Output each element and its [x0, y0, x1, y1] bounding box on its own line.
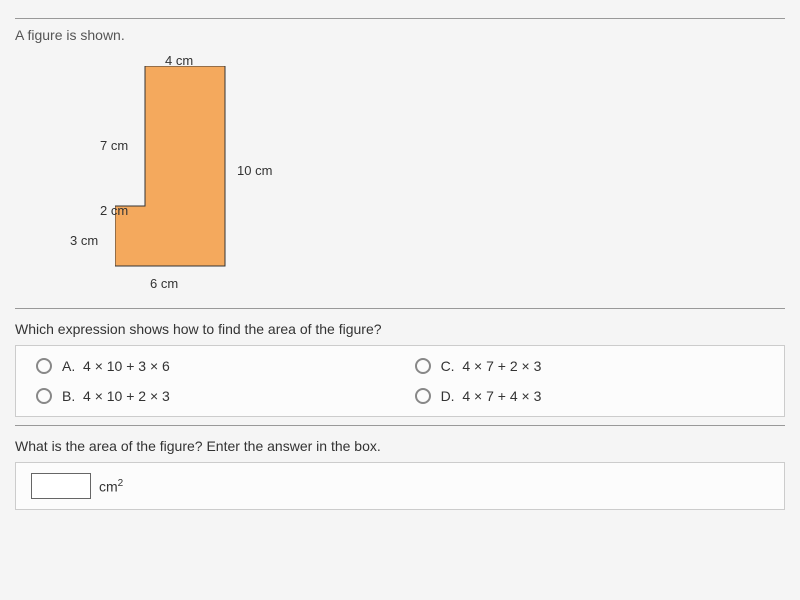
radio-icon	[415, 388, 431, 404]
dim-notch: 3 cm	[70, 233, 98, 248]
radio-icon	[36, 358, 52, 374]
option-c[interactable]: C. 4 × 7 + 2 × 3	[415, 358, 764, 374]
radio-icon	[415, 358, 431, 374]
dim-right: 10 cm	[237, 163, 272, 178]
option-d-label: D. 4 × 7 + 4 × 3	[441, 388, 542, 404]
dim-bottom: 6 cm	[150, 276, 178, 291]
composite-polygon	[115, 66, 235, 276]
answer-container: cm2	[15, 462, 785, 510]
prompt-text: A figure is shown.	[15, 27, 785, 43]
option-d[interactable]: D. 4 × 7 + 4 × 3	[415, 388, 764, 404]
option-a-label: A. 4 × 10 + 3 × 6	[62, 358, 170, 374]
option-c-label: C. 4 × 7 + 2 × 3	[441, 358, 542, 374]
question-area: What is the area of the figure? Enter th…	[15, 438, 785, 454]
figure-diagram: 4 cm 7 cm 2 cm 10 cm 3 cm 6 cm	[45, 48, 305, 298]
question-expression: Which expression shows how to find the a…	[15, 321, 785, 337]
dim-left-upper: 7 cm	[100, 138, 128, 153]
option-b-label: B. 4 × 10 + 2 × 3	[62, 388, 170, 404]
options-container: A. 4 × 10 + 3 × 6 B. 4 × 10 + 2 × 3 C. 4…	[15, 345, 785, 417]
area-input[interactable]	[31, 473, 91, 499]
option-b[interactable]: B. 4 × 10 + 2 × 3	[36, 388, 385, 404]
option-a[interactable]: A. 4 × 10 + 3 × 6	[36, 358, 385, 374]
radio-icon	[36, 388, 52, 404]
dim-left-lower: 2 cm	[100, 203, 128, 218]
dim-top: 4 cm	[165, 53, 193, 68]
unit-label: cm2	[99, 478, 123, 495]
